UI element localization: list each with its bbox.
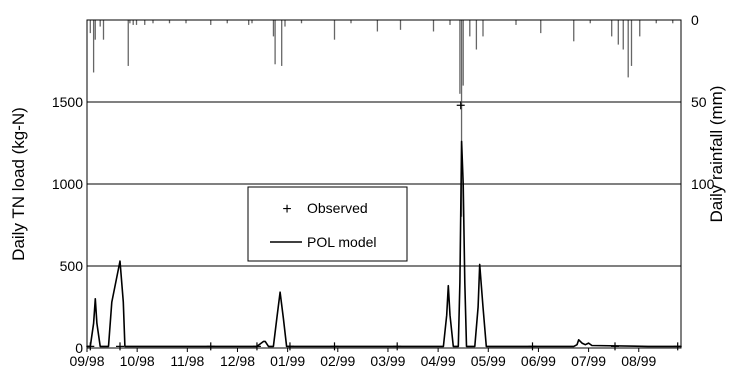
legend-label-pol-model: POL model	[307, 234, 377, 250]
observed-point	[285, 342, 294, 351]
y-tick-label: 1000	[52, 176, 83, 192]
x-tick-label: 09/98	[69, 353, 104, 369]
x-tick-label: 02/99	[320, 353, 355, 369]
x-tick-label: 08/99	[621, 353, 656, 369]
x-tick-label: 05/99	[471, 353, 506, 369]
observed-point	[456, 101, 465, 110]
x-tick-label: 07/99	[571, 353, 606, 369]
observed-point	[252, 342, 261, 351]
y2-axis-title: Daily rainfall (mm)	[707, 86, 726, 223]
x-tick-label: 04/99	[421, 353, 456, 369]
pol-model-line	[87, 140, 681, 348]
x-tick-label: 12/98	[220, 353, 255, 369]
x-tick-label: 01/99	[270, 353, 305, 369]
y-tick-label: 1500	[52, 94, 83, 110]
x-tick-label: 10/98	[120, 353, 155, 369]
observed-point	[206, 342, 215, 351]
y-tick-label: 0	[75, 340, 83, 356]
y-axis-ticks: 0 500 1000 1500	[52, 94, 92, 356]
legend: + Observed POL model	[247, 186, 408, 262]
y2-axis-ticks: 0 50 100	[676, 12, 715, 192]
pol-model-series	[87, 140, 681, 348]
observed-point	[611, 342, 619, 351]
y2-tick-label: 50	[691, 94, 707, 110]
observed-point	[673, 342, 682, 351]
observed-point	[393, 342, 402, 351]
legend-box	[247, 186, 408, 262]
rainfall-bars	[89, 20, 674, 217]
y-tick-label: 500	[60, 258, 84, 274]
y2-tick-label: 100	[691, 176, 715, 192]
observed-point	[116, 342, 124, 351]
observed-point	[86, 342, 95, 351]
y2-tick-label: 0	[691, 12, 699, 28]
y-axis-title: Daily TN load (kg-N)	[9, 107, 28, 261]
observed-point	[330, 342, 339, 351]
observed-point	[528, 342, 537, 351]
legend-plus-marker: +	[282, 201, 291, 218]
legend-label-observed: Observed	[307, 200, 368, 216]
x-axis-ticks: 09/98 10/98 11/98 12/98 01/99 02/99 03/99 04/99…	[69, 348, 656, 369]
observed-series	[86, 101, 682, 351]
x-tick-label: 03/99	[370, 353, 405, 369]
x-tick-label: 11/98	[170, 353, 204, 369]
x-tick-label: 06/99	[521, 353, 556, 369]
gridlines	[87, 101, 681, 267]
